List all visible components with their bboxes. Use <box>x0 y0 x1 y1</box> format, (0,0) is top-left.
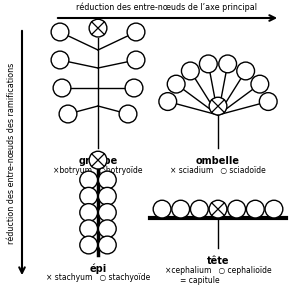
Circle shape <box>181 62 199 80</box>
Circle shape <box>259 93 277 110</box>
Text: réduction des entre-nœuds des ramifications: réduction des entre-nœuds des ramificati… <box>7 62 17 244</box>
Text: épi: épi <box>89 263 107 274</box>
Circle shape <box>127 23 145 41</box>
Text: ×botryum   ○botryoïde: ×botryum ○botryoïde <box>53 166 143 175</box>
Circle shape <box>99 171 116 189</box>
Circle shape <box>219 55 237 73</box>
Text: tête: tête <box>207 256 229 266</box>
Circle shape <box>209 200 227 218</box>
Circle shape <box>159 93 177 110</box>
Circle shape <box>246 200 264 218</box>
Circle shape <box>80 188 98 205</box>
Circle shape <box>251 75 269 93</box>
Text: × sciadium   ○ sciadoïde: × sciadium ○ sciadoïde <box>170 166 266 175</box>
Circle shape <box>237 62 255 80</box>
Circle shape <box>265 200 283 218</box>
Text: ombelle: ombelle <box>196 156 240 166</box>
Circle shape <box>99 236 116 254</box>
Circle shape <box>167 75 185 93</box>
Text: = capitule: = capitule <box>180 276 220 285</box>
Circle shape <box>190 200 208 218</box>
Circle shape <box>59 105 77 123</box>
Circle shape <box>99 204 116 221</box>
Circle shape <box>80 220 98 238</box>
Circle shape <box>51 23 69 41</box>
Circle shape <box>89 19 107 37</box>
Text: grappe: grappe <box>78 156 118 166</box>
Circle shape <box>200 55 217 73</box>
Circle shape <box>80 171 98 189</box>
Circle shape <box>51 51 69 69</box>
Circle shape <box>153 200 171 218</box>
Circle shape <box>80 204 98 221</box>
Circle shape <box>125 79 143 97</box>
Text: × stachyum   ○ stachyoïde: × stachyum ○ stachyoïde <box>46 273 150 282</box>
Circle shape <box>89 151 107 169</box>
Text: ×cephalium   ○ cephalioïde: ×cephalium ○ cephalioïde <box>165 266 271 275</box>
Circle shape <box>119 105 137 123</box>
Circle shape <box>99 220 116 238</box>
Circle shape <box>127 51 145 69</box>
Circle shape <box>228 200 245 218</box>
Circle shape <box>209 97 227 115</box>
Circle shape <box>172 200 189 218</box>
Circle shape <box>99 188 116 205</box>
Circle shape <box>53 79 71 97</box>
Text: réduction des entre-nœuds de l’axe principal: réduction des entre-nœuds de l’axe princ… <box>76 2 258 12</box>
Circle shape <box>80 236 98 254</box>
